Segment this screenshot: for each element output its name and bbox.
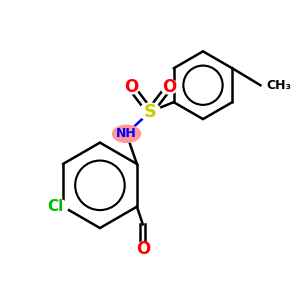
Ellipse shape bbox=[122, 79, 140, 94]
Text: O: O bbox=[124, 78, 138, 96]
Ellipse shape bbox=[134, 242, 152, 257]
Ellipse shape bbox=[160, 79, 178, 94]
Text: CH₃: CH₃ bbox=[266, 79, 291, 92]
Text: O: O bbox=[162, 78, 176, 96]
Ellipse shape bbox=[140, 103, 160, 121]
Ellipse shape bbox=[43, 199, 68, 214]
Ellipse shape bbox=[112, 125, 140, 142]
Text: NH: NH bbox=[116, 127, 137, 140]
Text: S: S bbox=[143, 103, 157, 121]
Text: Cl: Cl bbox=[47, 199, 64, 214]
Text: O: O bbox=[136, 240, 150, 258]
